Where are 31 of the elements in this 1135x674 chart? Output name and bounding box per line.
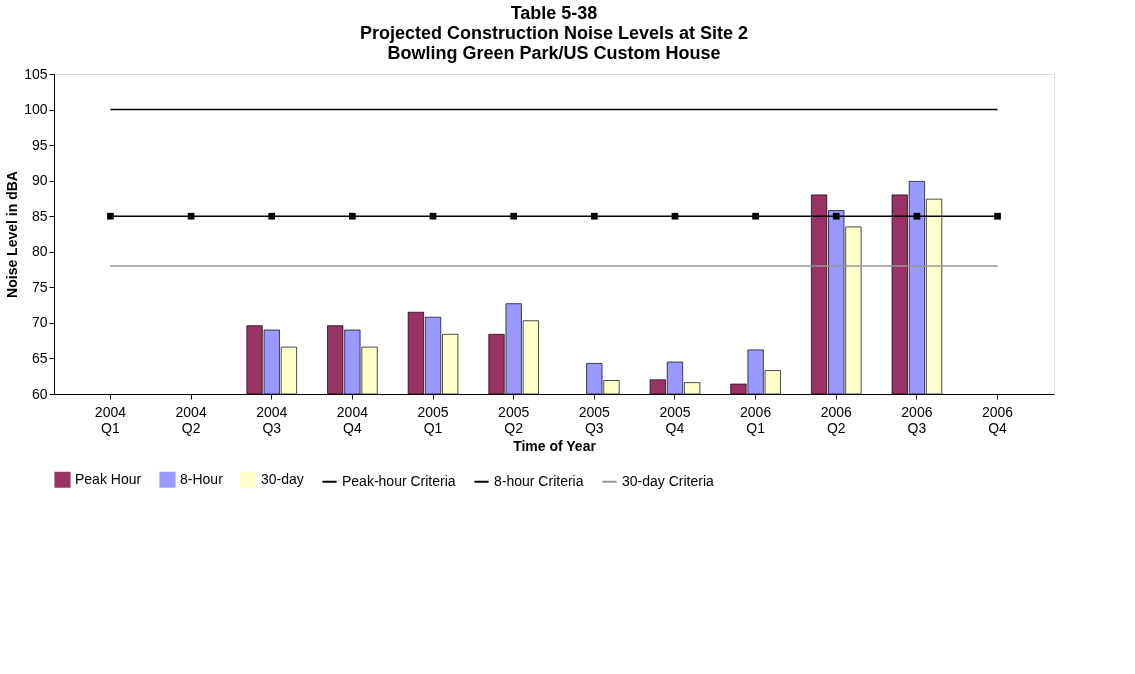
x-tick-label: 2006 Q4 <box>981 403 1014 436</box>
y-tick-label: 70 <box>31 314 48 331</box>
x-axis-title: Time of Year <box>513 437 597 454</box>
legend-label: Peak-hour Criteria <box>342 472 456 489</box>
x-tick-label: 2006 Q1 <box>740 403 772 436</box>
y-tick-label: 80 <box>31 243 48 260</box>
chart-title: Table 5-38 Projected Construction Noise Levels at Site 2 Bowling Green Park/US Custom House <box>359 3 749 63</box>
legend-label: 8-Hour <box>180 470 224 487</box>
x-tick-label: 2004 Q3 <box>256 403 288 436</box>
y-tick-label: 60 <box>31 385 48 402</box>
legend-label: 8-hour Criteria <box>494 472 584 489</box>
legend-label: Peak Hour <box>75 470 142 487</box>
y-tick-label: 65 <box>31 349 48 366</box>
x-tick-label: 2005 Q4 <box>659 403 691 436</box>
x-tick-label: 2004 Q1 <box>94 403 127 436</box>
y-tick-label: 95 <box>31 136 48 153</box>
y-tick-label: 85 <box>31 207 48 224</box>
x-tick-label: 2005 Q3 <box>578 403 611 436</box>
y-tick-label: 105 <box>24 65 48 82</box>
x-tick-label: 2005 Q1 <box>417 403 449 436</box>
x-tick-label: 2004 Q2 <box>175 403 207 436</box>
y-axis-title: Noise Level in dBA <box>4 171 21 298</box>
legend-label: 30-day <box>261 470 304 487</box>
x-tick-label: 2006 Q3 <box>901 403 933 436</box>
x-tick-label: 2005 Q2 <box>498 403 530 436</box>
y-tick-label: 100 <box>24 101 48 118</box>
y-tick-label: 75 <box>31 278 48 295</box>
legend-label: 30-day Criteria <box>622 472 715 489</box>
x-tick-label: 2004 Q4 <box>336 403 369 436</box>
x-tick-label: 2006 Q2 <box>820 403 853 436</box>
y-tick-label: 90 <box>31 172 48 189</box>
